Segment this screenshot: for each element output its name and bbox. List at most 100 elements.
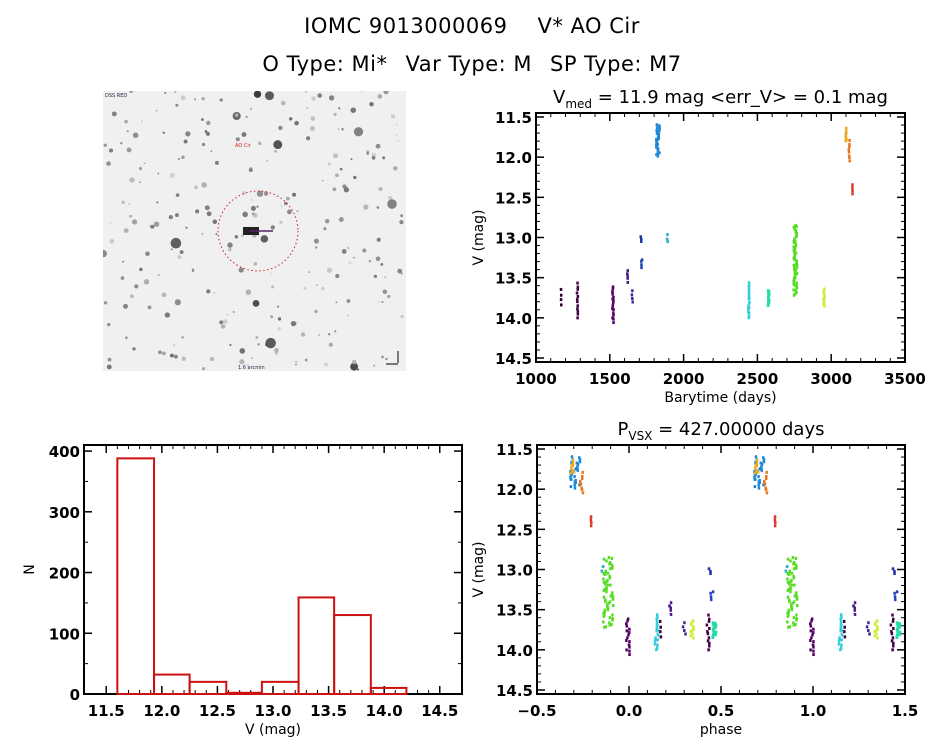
y-tick-label: 12.5 bbox=[496, 521, 533, 539]
sky-star bbox=[141, 120, 144, 123]
phased-point bbox=[786, 572, 789, 576]
sky-label-coord: AO Cir bbox=[235, 143, 252, 149]
phased-point bbox=[773, 515, 777, 519]
phased-point bbox=[812, 645, 815, 649]
phased-point bbox=[792, 621, 795, 625]
phased-point bbox=[602, 614, 606, 618]
phased-point bbox=[669, 608, 673, 612]
sky-star bbox=[201, 232, 204, 235]
sky-star bbox=[145, 251, 150, 257]
phased-point bbox=[787, 573, 791, 577]
sky-star bbox=[251, 357, 254, 360]
sky-star bbox=[395, 123, 398, 126]
sky-star bbox=[387, 199, 397, 209]
phased-point bbox=[714, 623, 718, 627]
phased-point bbox=[895, 622, 899, 626]
sky-star bbox=[191, 268, 195, 272]
x-tick-label: −0.5 bbox=[517, 702, 556, 720]
sky-star bbox=[250, 205, 256, 211]
sky-star bbox=[210, 150, 213, 153]
sky-star bbox=[313, 238, 319, 244]
sky-star bbox=[174, 299, 181, 306]
histogram-bar bbox=[116, 457, 156, 695]
sky-star bbox=[228, 247, 232, 252]
header-line-1: IOMC 9013000069 V* AO Cir bbox=[0, 14, 944, 38]
phased-point bbox=[579, 482, 583, 486]
phased-point bbox=[795, 617, 798, 621]
lightcurve-point bbox=[793, 266, 796, 270]
phased-point bbox=[580, 477, 584, 481]
sky-star bbox=[170, 248, 173, 251]
sky-star bbox=[129, 91, 134, 94]
lightcurve-point bbox=[822, 291, 826, 295]
phased-point bbox=[786, 557, 790, 561]
phased-point bbox=[689, 634, 693, 638]
phased-point bbox=[895, 590, 899, 594]
sky-star bbox=[204, 205, 210, 211]
lightcurve-point bbox=[656, 135, 660, 139]
phased-point bbox=[655, 613, 659, 617]
phased-point bbox=[795, 613, 798, 617]
phased-point bbox=[707, 619, 711, 623]
lightcurve-point bbox=[640, 266, 643, 270]
lightcurve-point bbox=[844, 139, 847, 143]
phased-point bbox=[581, 474, 584, 478]
lightcurve-point bbox=[851, 189, 854, 193]
variable-type: Var Type: M bbox=[405, 52, 533, 76]
phased-point bbox=[626, 617, 630, 621]
phased-point bbox=[809, 622, 812, 626]
phased-point bbox=[762, 483, 765, 487]
phased-point bbox=[787, 610, 791, 614]
sky-star bbox=[121, 200, 125, 205]
sky-star bbox=[346, 299, 351, 303]
phased-point bbox=[895, 636, 899, 640]
phased-point bbox=[610, 591, 614, 595]
phased-point bbox=[792, 600, 796, 604]
title-subscript: VSX bbox=[628, 429, 652, 443]
phased-point bbox=[874, 623, 877, 627]
lightcurve-point bbox=[822, 300, 826, 304]
sky-star bbox=[175, 103, 179, 107]
sky-star bbox=[400, 314, 404, 319]
phased-point bbox=[628, 640, 631, 644]
sky-star bbox=[371, 152, 377, 158]
phased-point bbox=[711, 633, 715, 637]
sky-star bbox=[399, 220, 404, 225]
sky-star bbox=[270, 272, 273, 275]
phased-point bbox=[786, 611, 789, 615]
phased-point bbox=[893, 572, 896, 576]
sky-star bbox=[338, 217, 344, 222]
y-tick-label: 13.0 bbox=[495, 230, 532, 248]
sky-star bbox=[387, 294, 391, 299]
x-tick-label: 2000 bbox=[663, 370, 705, 388]
phased-point bbox=[892, 641, 895, 645]
sky-star bbox=[377, 301, 380, 303]
phased-point bbox=[755, 461, 759, 465]
sky-star bbox=[304, 358, 308, 362]
phased-point bbox=[812, 653, 815, 657]
lightcurve-point bbox=[658, 151, 661, 155]
phased-point bbox=[787, 625, 790, 629]
lightcurve-point bbox=[665, 237, 669, 241]
sky-star bbox=[220, 324, 226, 329]
phased-point bbox=[794, 556, 798, 560]
phased-point bbox=[655, 648, 658, 652]
phased-point bbox=[763, 482, 767, 486]
sky-star bbox=[346, 314, 349, 317]
object-type: O Type: Mi* bbox=[262, 52, 388, 76]
lightcurve-point bbox=[795, 259, 798, 263]
phased-point bbox=[774, 521, 777, 525]
y-tick-label: 400 bbox=[49, 443, 80, 461]
sky-star bbox=[350, 107, 356, 113]
phased-point bbox=[628, 653, 631, 657]
phased-point bbox=[773, 518, 777, 522]
sky-star bbox=[120, 142, 123, 145]
sky-star bbox=[283, 201, 288, 206]
phased-point bbox=[840, 623, 843, 627]
phased-point bbox=[572, 470, 576, 474]
sky-star bbox=[175, 193, 180, 198]
phased-point bbox=[839, 626, 843, 630]
lightcurve-point bbox=[656, 151, 660, 155]
phased-point bbox=[656, 643, 659, 647]
sky-star bbox=[377, 94, 383, 99]
